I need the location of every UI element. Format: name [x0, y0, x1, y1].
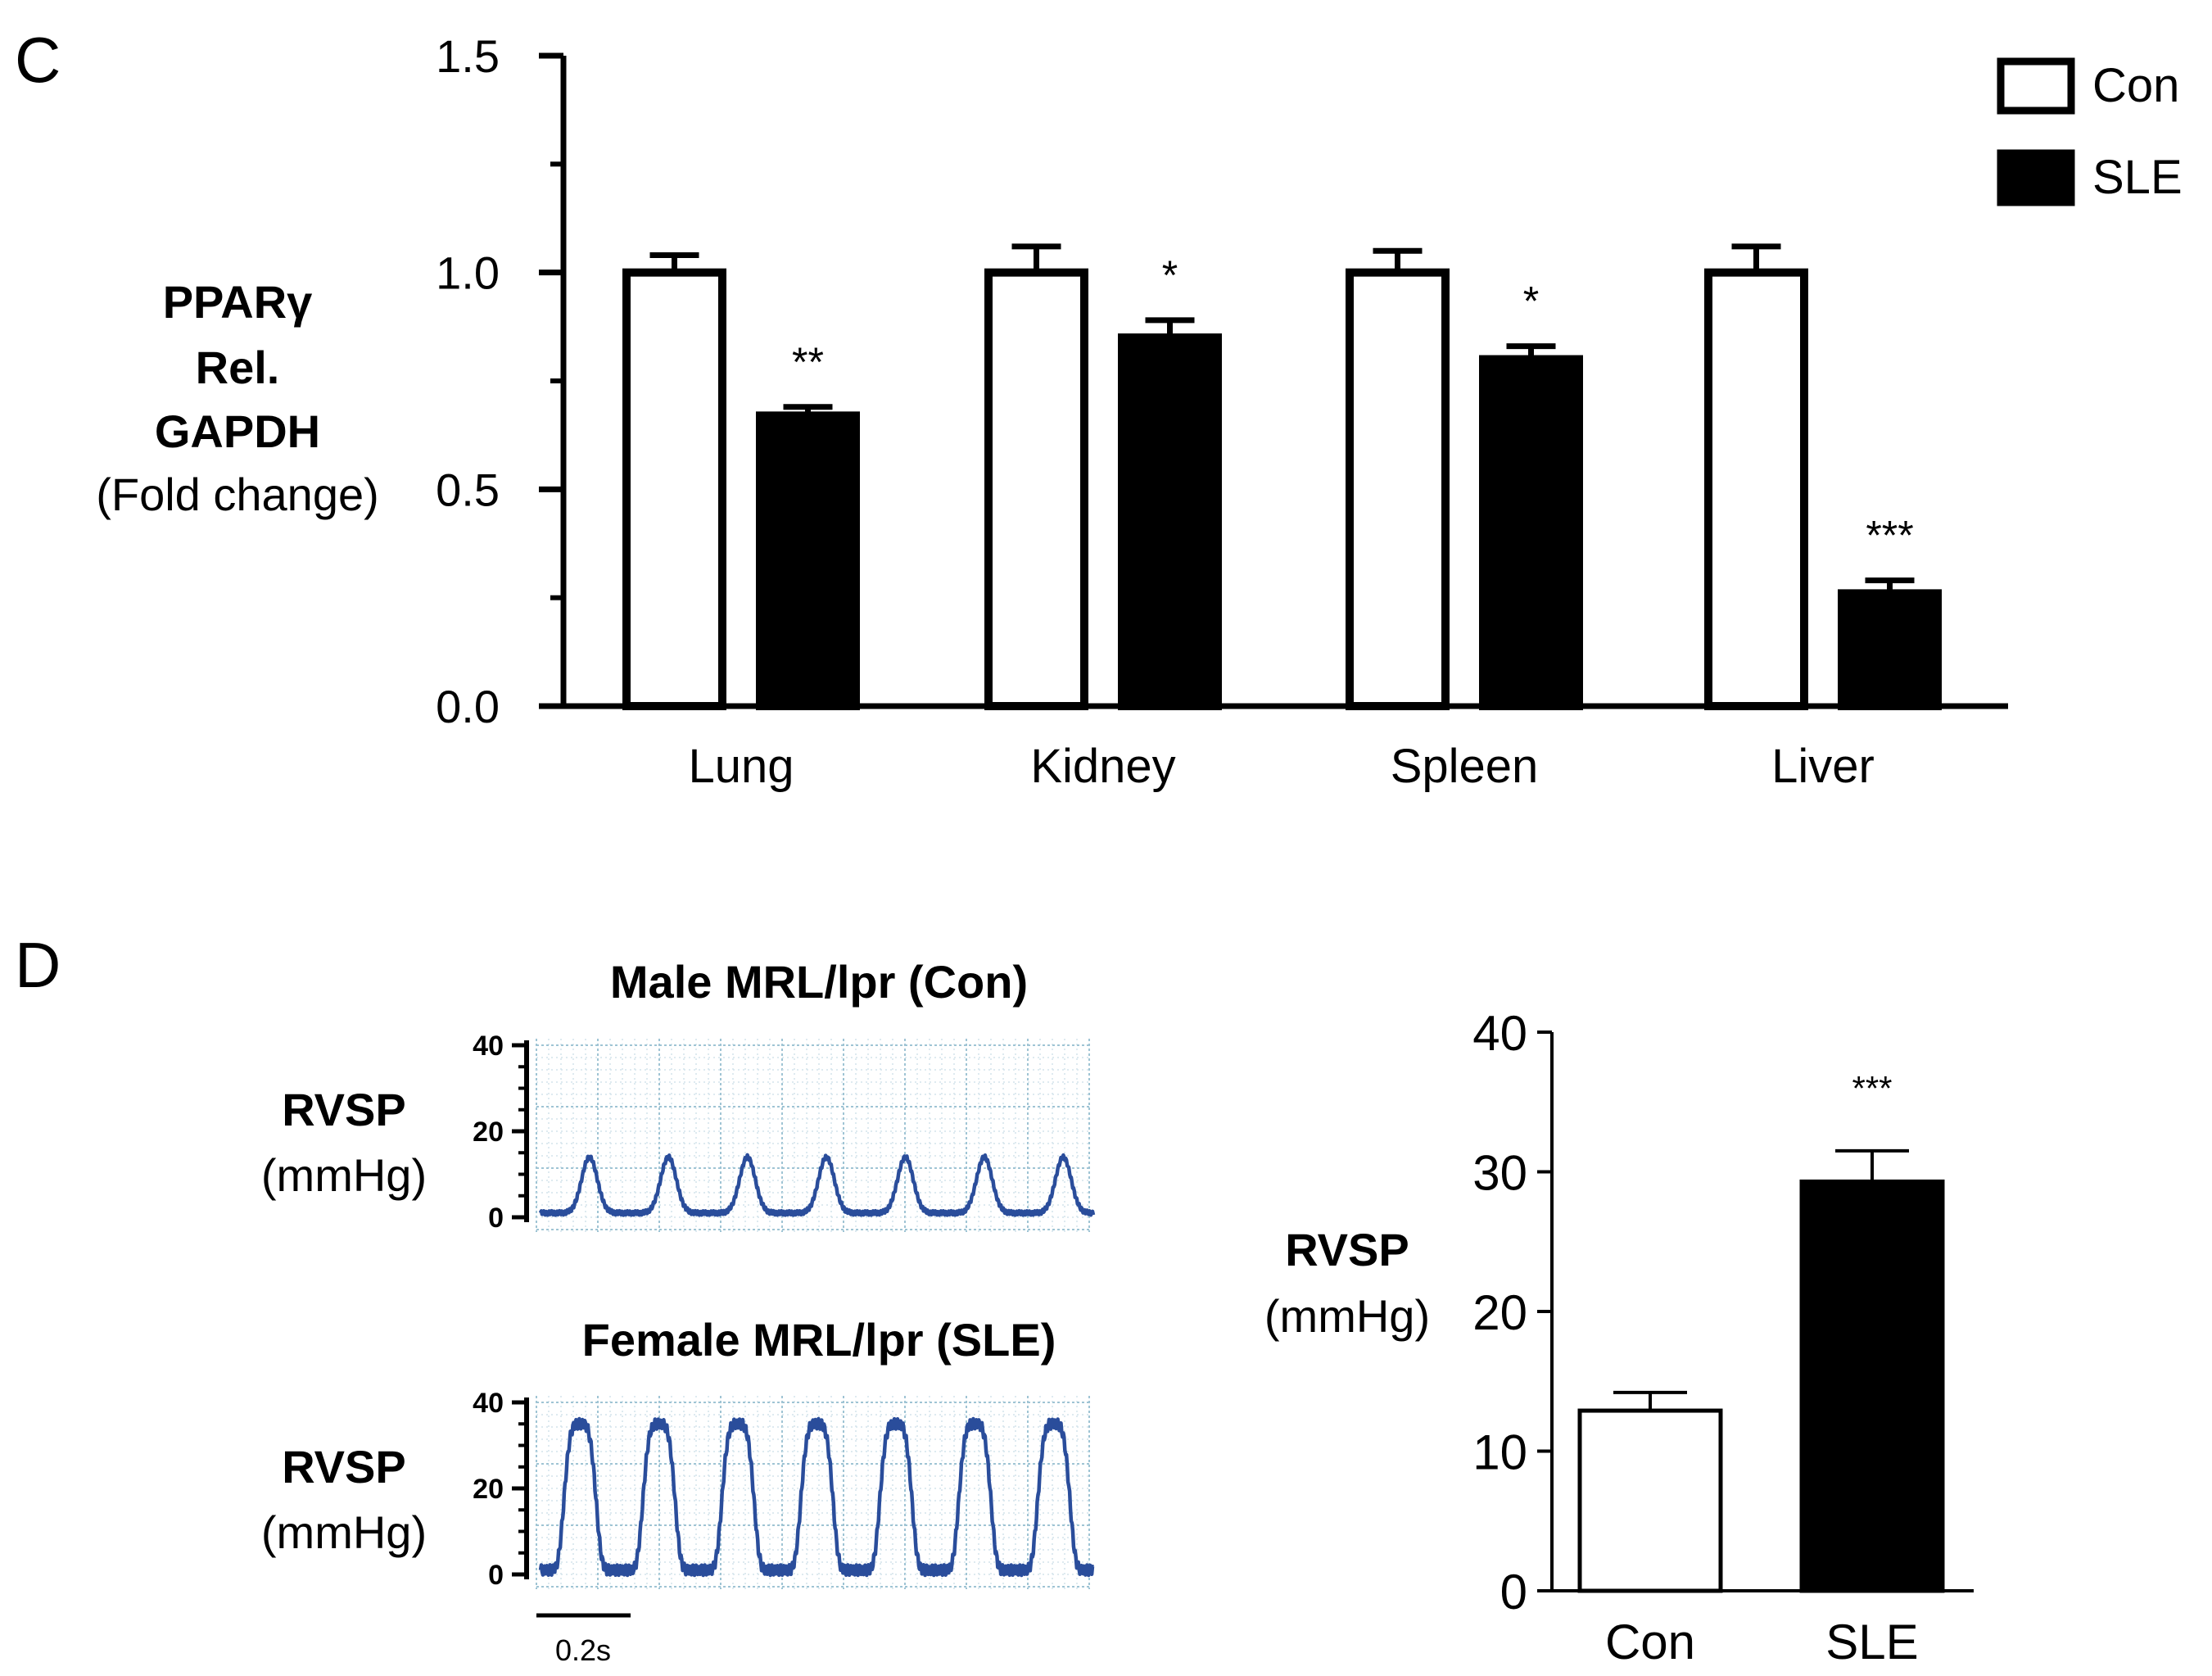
trace-y-label-line: (mmHg) — [261, 1506, 427, 1558]
c-y-tick-label: 0.0 — [436, 681, 500, 732]
legend-swatch-sle — [1997, 149, 2075, 206]
trace-y-tick-label: 20 — [473, 1474, 504, 1505]
legend-label-con: Con — [2092, 59, 2179, 112]
trace-grid — [536, 1396, 1090, 1589]
trace-y-label-line: RVSP — [282, 1084, 405, 1135]
trace-y-tick-label: 0 — [488, 1560, 504, 1591]
c-bar-sle — [1479, 355, 1583, 710]
c-y-label-line: GAPDH — [155, 405, 320, 457]
d-y-tick-label: 20 — [1472, 1285, 1527, 1340]
panel-label-d: D — [15, 929, 61, 1001]
c-significance-marker: * — [1162, 252, 1178, 298]
c-bar-sle — [1118, 333, 1222, 710]
c-y-label-line: Rel. — [196, 342, 280, 393]
panel-c-legend: Con SLE — [1997, 57, 2183, 206]
c-category-label: Kidney — [1030, 740, 1175, 793]
d-category-label: SLE — [1825, 1615, 1918, 1669]
d-significance-marker: *** — [1852, 1069, 1892, 1108]
panel-c-y-axis-label: PPARγ Rel. GAPDH (Fold change) — [96, 276, 379, 520]
c-y-tick-label: 0.5 — [436, 464, 500, 515]
scale-bar-label: 0.2s — [555, 1633, 611, 1667]
trace-sle-title: Female MRL/lpr (SLE) — [582, 1314, 1056, 1366]
panel-label-c: C — [15, 24, 61, 96]
pressure-trace — [538, 1153, 1096, 1217]
c-category-label: Lung — [688, 740, 794, 793]
legend-label-sle: SLE — [2092, 151, 2183, 204]
panel-d-bar-axes: 0 10 20 30 40 — [1472, 1006, 1974, 1619]
c-significance-marker: * — [1523, 279, 1539, 324]
d-bar-sle — [1799, 1179, 1945, 1593]
panel-d-bar-y-axis-label: RVSP (mmHg) — [1264, 1224, 1430, 1342]
d-bar-con — [1577, 1408, 1723, 1593]
d-y-tick-label: 10 — [1472, 1425, 1527, 1480]
legend-swatch-con — [1997, 57, 2075, 115]
trace-con-title: Male MRL/lpr (Con) — [610, 956, 1028, 1008]
c-significance-marker: *** — [1866, 512, 1913, 558]
d-y-tick-label: 0 — [1500, 1565, 1527, 1619]
trace-y-label-line: (mmHg) — [261, 1149, 427, 1201]
trace-y-label-line: RVSP — [282, 1441, 405, 1493]
panel-d-bars: Con *** SLE — [1577, 1069, 1945, 1669]
trace-y-tick-label: 40 — [473, 1031, 504, 1062]
c-bar-con — [1704, 268, 1808, 710]
c-bar-con — [984, 268, 1088, 710]
c-bar-sle — [756, 411, 860, 710]
panel-c-bars: ** Lung * Kidney * Spleen *** Liver — [622, 243, 1942, 793]
d-y-label-line: RVSP — [1285, 1224, 1409, 1275]
pressure-trace — [538, 1416, 1095, 1578]
d-category-label: Con — [1605, 1615, 1695, 1669]
c-bar-sle — [1838, 589, 1942, 711]
trace-con-panel: RVSP (mmHg) 0 20 40 — [261, 1031, 1096, 1234]
c-category-label: Liver — [1771, 740, 1875, 793]
c-bar-con — [622, 268, 726, 710]
trace-sle-panel: RVSP (mmHg) 0 20 40 0.2s — [261, 1388, 1095, 1667]
c-y-tick-label: 1.0 — [436, 247, 500, 299]
c-y-label-line: (Fold change) — [96, 469, 379, 520]
c-y-tick-label: 1.5 — [436, 30, 500, 82]
trace-y-tick-label: 40 — [473, 1388, 504, 1419]
c-category-label: Spleen — [1391, 740, 1539, 793]
d-y-tick-label: 40 — [1472, 1006, 1527, 1061]
c-bar-con — [1346, 268, 1450, 710]
c-y-label-line: PPARγ — [163, 276, 313, 328]
c-significance-marker: ** — [792, 339, 824, 385]
d-y-label-line: (mmHg) — [1264, 1290, 1430, 1342]
trace-y-tick-label: 20 — [473, 1117, 504, 1148]
trace-grid — [536, 1039, 1090, 1232]
trace-y-tick-label: 0 — [488, 1203, 504, 1234]
d-y-tick-label: 30 — [1472, 1146, 1527, 1201]
